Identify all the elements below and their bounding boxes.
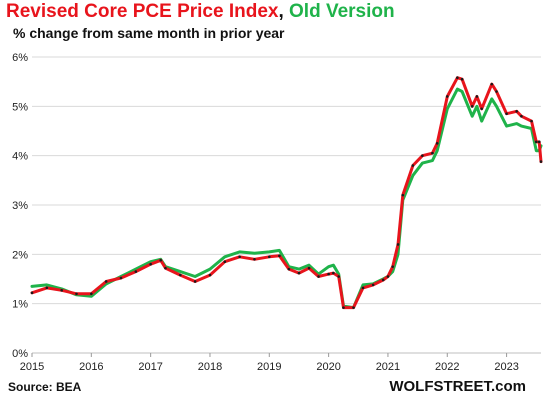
x-tick-label: 2023 xyxy=(494,361,518,373)
data-point-revised xyxy=(253,257,256,261)
data-point-revised xyxy=(396,243,400,246)
data-point-revised xyxy=(327,272,330,276)
y-tick-label: 4% xyxy=(12,151,28,163)
data-point-revised xyxy=(431,151,434,155)
data-point-revised xyxy=(238,255,241,259)
title-revised: Revised Core PCE Price Index xyxy=(6,1,279,22)
data-point-revised xyxy=(490,82,494,86)
title-old: Old Version xyxy=(289,1,395,22)
data-point-revised xyxy=(193,280,197,283)
data-point-revised xyxy=(30,291,34,295)
data-point-revised xyxy=(267,255,271,259)
chart-title: Revised Core PCE Price Index, Old Versio… xyxy=(6,1,395,23)
brand-label: WOLFSTREET.com xyxy=(389,378,526,395)
x-tick-label: 2020 xyxy=(316,361,340,373)
title-separator: , xyxy=(278,1,290,22)
data-point-revised xyxy=(371,283,375,287)
data-point-revised xyxy=(411,164,415,167)
data-point-revised xyxy=(342,306,345,309)
x-tick-label: 2022 xyxy=(435,361,459,373)
data-point-revised xyxy=(445,95,449,98)
data-point-revised xyxy=(278,254,281,258)
y-tick-label: 0% xyxy=(12,348,28,360)
data-point-revised xyxy=(435,142,439,145)
data-point-revised xyxy=(45,286,49,290)
y-tick-label: 5% xyxy=(12,101,28,113)
data-point-revised xyxy=(391,265,394,268)
data-point-revised xyxy=(352,306,355,309)
data-point-revised xyxy=(223,260,227,264)
data-point-revised xyxy=(90,292,93,296)
data-point-revised xyxy=(317,275,320,278)
x-tick-label: 2017 xyxy=(138,361,162,373)
data-point-revised xyxy=(287,267,291,271)
data-point-revised xyxy=(515,109,518,113)
data-point-revised xyxy=(470,105,474,108)
source-label: Source: BEA xyxy=(8,380,82,394)
data-point-revised xyxy=(495,90,498,93)
data-point-revised xyxy=(149,262,152,266)
x-tick-label: 2016 xyxy=(79,361,103,373)
y-tick-label: 1% xyxy=(12,299,28,311)
chart-subtitle: % change from same month in prior year xyxy=(13,25,285,41)
y-tick-label: 6% xyxy=(12,52,28,64)
data-point-revised xyxy=(75,292,78,296)
data-point-revised xyxy=(401,193,405,197)
x-tick-label: 2019 xyxy=(257,361,281,373)
data-point-revised xyxy=(134,270,138,273)
series-line-old xyxy=(30,87,543,310)
y-tick-label: 3% xyxy=(12,200,28,212)
data-point-revised xyxy=(119,276,123,280)
data-point-revised xyxy=(475,95,479,98)
x-tick-label: 2018 xyxy=(198,361,222,373)
data-point-revised xyxy=(480,107,483,111)
data-point-revised xyxy=(164,266,167,270)
data-point-revised xyxy=(534,140,538,144)
y-tick-label: 2% xyxy=(12,249,28,261)
data-point-revised xyxy=(537,140,541,144)
data-point-revised xyxy=(159,258,163,262)
data-point-revised xyxy=(337,275,341,278)
data-point-revised xyxy=(332,271,335,275)
data-point-revised xyxy=(460,77,464,81)
data-point-revised xyxy=(539,160,543,163)
data-point-revised xyxy=(505,112,508,116)
data-point-revised xyxy=(179,273,182,277)
series-line-revised xyxy=(30,76,543,310)
data-point-revised xyxy=(381,278,385,282)
data-point-revised xyxy=(60,289,63,292)
data-point-revised xyxy=(386,275,390,278)
data-point-revised xyxy=(456,76,459,80)
data-point-revised xyxy=(421,154,424,157)
data-point-revised xyxy=(530,119,533,123)
data-point-revised xyxy=(297,271,301,275)
data-point-revised xyxy=(307,266,311,270)
x-tick-label: 2021 xyxy=(376,361,400,373)
data-point-revised xyxy=(104,280,108,283)
data-point-revised xyxy=(361,286,365,290)
data-point-revised xyxy=(520,114,523,118)
x-tick-label: 2015 xyxy=(20,361,44,373)
data-point-revised xyxy=(208,273,212,277)
